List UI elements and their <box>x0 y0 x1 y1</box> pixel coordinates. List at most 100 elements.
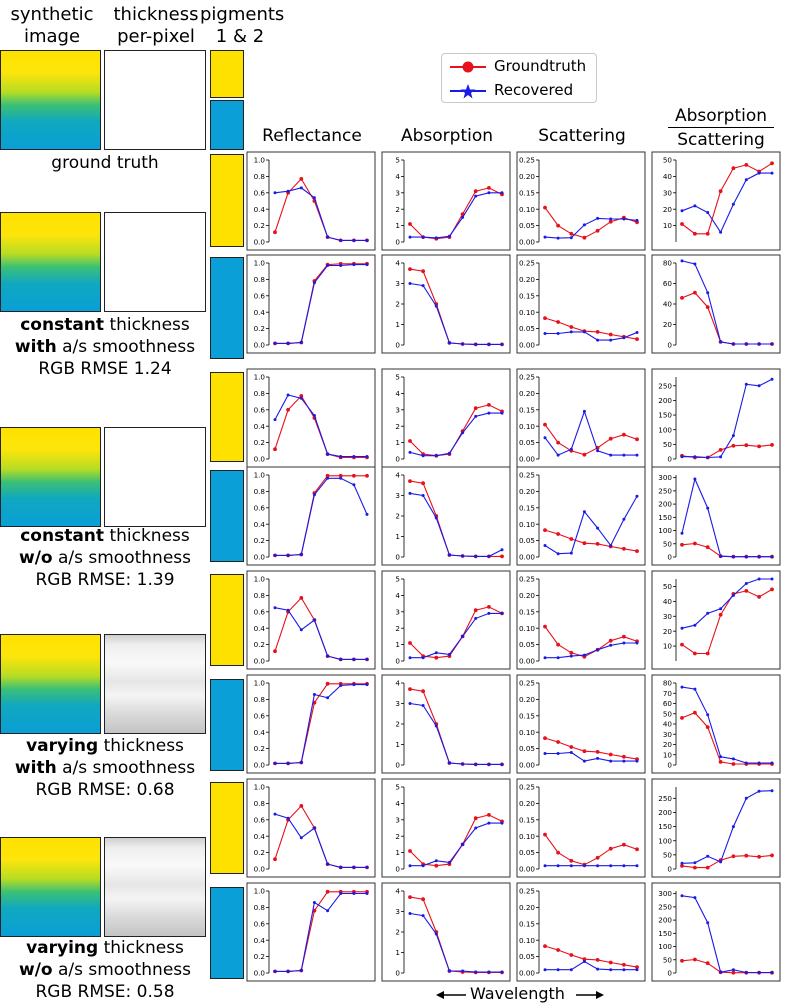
recovered-point <box>408 912 412 915</box>
recovered-point <box>365 263 369 267</box>
caption-vary-with-rest2: a/s smoothness <box>56 758 196 778</box>
chart-y-tick-label: 0.8 <box>254 487 266 496</box>
chart-y-tick-label: 0.20 <box>519 389 535 398</box>
chart-y-tick-label: 0.6 <box>254 405 266 414</box>
chart-y-tick-label: 0.20 <box>519 172 535 181</box>
groundtruth-point <box>569 953 574 957</box>
recovered-line <box>545 331 638 341</box>
chart-y-tick-label: 0.05 <box>519 438 535 447</box>
recovered-point <box>299 553 303 556</box>
groundtruth-point <box>693 710 697 715</box>
recovered-point <box>596 449 600 453</box>
chart-y-tick-label: 1.0 <box>254 156 266 165</box>
groundtruth-point <box>299 596 304 600</box>
chart-y-tick-label: 0.15 <box>519 815 535 824</box>
groundtruth-point <box>680 716 684 720</box>
recovered-point <box>312 826 316 830</box>
recovered-point <box>609 864 613 868</box>
groundtruth-point <box>705 305 710 309</box>
synthetic-image-vary-with <box>0 634 101 734</box>
groundtruth-point <box>352 473 356 478</box>
chart-y-tick-label: 250 <box>658 902 672 911</box>
chart-panel-frame <box>651 466 781 566</box>
groundtruth-point <box>608 846 613 851</box>
groundtruth-line <box>681 162 773 235</box>
recovered-point <box>770 577 774 581</box>
recovered-point <box>719 455 723 459</box>
recovered-point <box>706 854 710 858</box>
chart-y-tick-label: 0.8 <box>254 903 266 912</box>
groundtruth-point <box>705 725 710 729</box>
chart-y-tick-label: 0.05 <box>519 221 535 230</box>
recovered-point <box>731 593 735 597</box>
recovered-point <box>744 796 748 800</box>
recovered-point <box>744 582 748 585</box>
groundtruth-point <box>500 554 504 559</box>
chart-y-tick-label: 30 <box>663 612 673 621</box>
recovered-point <box>339 657 343 661</box>
recovered-point <box>365 657 369 661</box>
groundtruth-point <box>408 222 412 226</box>
caption-vary-wo: varying thickness w/o a/s smoothness RGB… <box>0 937 210 1003</box>
recovered-point <box>582 864 586 868</box>
chart-y-tick-label: 1.0 <box>254 373 266 382</box>
recovered-point <box>757 342 761 346</box>
groundtruth-point <box>693 290 697 295</box>
recovered-point <box>680 685 684 689</box>
chart-y-tick-label: 100 <box>658 526 672 535</box>
groundtruth-point <box>595 330 600 334</box>
groundtruth-line <box>544 317 638 340</box>
recovered-point <box>609 759 613 763</box>
recovered-point <box>500 191 504 195</box>
chart-y-tick-label: 50 <box>663 440 673 449</box>
groundtruth-point <box>569 231 574 236</box>
recovered-point <box>731 968 735 972</box>
groundtruth-point <box>365 473 369 478</box>
recovered-point <box>447 652 451 656</box>
recovered-point <box>706 506 710 510</box>
chart-y-tick-label: 0.10 <box>519 205 535 214</box>
synthetic-image-const-with <box>0 212 101 312</box>
recovered-point <box>731 202 735 206</box>
thickness-map-vary-with <box>104 634 206 734</box>
caption-vary-wo-bold2: w/o <box>18 960 53 980</box>
chart-y-tick-label: 3 <box>395 815 400 824</box>
recovered-point <box>447 969 451 973</box>
chart-panel-frame <box>246 466 376 566</box>
recovered-point <box>326 654 330 658</box>
pigment2-swatch-row5 <box>210 679 244 771</box>
recovered-point <box>635 453 639 457</box>
groundtruth-point <box>680 296 684 300</box>
recovered-point <box>556 968 560 972</box>
chart-y-tick-label: 50 <box>663 539 673 548</box>
chart-y-tick-label: 0 <box>395 657 400 666</box>
chart-y-tick-label: 20 <box>663 320 673 329</box>
chart-y-tick-label: 0 <box>395 455 400 464</box>
chart-y-tick-label: 0.0 <box>254 238 266 247</box>
chart-y-tick-label: 0.8 <box>254 275 266 284</box>
recovered-point <box>352 865 356 869</box>
header-pigments: pigments 1 & 2 <box>200 4 284 48</box>
recovered-point <box>434 454 438 458</box>
recovered-point <box>434 932 438 936</box>
recovered-point <box>273 761 277 765</box>
caption-const-wo-bold2: w/o <box>18 548 53 568</box>
recovered-point <box>609 217 613 221</box>
chart-y-tick-label: 50 <box>663 582 673 591</box>
chart-panel-frame <box>516 570 646 670</box>
recovered-point <box>408 864 412 868</box>
recovered-line <box>545 642 637 659</box>
chart-y-tick-label: 0 <box>395 341 400 350</box>
recovered-line <box>681 477 772 558</box>
chart-y-tick-label: 0.0 <box>254 657 266 666</box>
pigment2-swatch-row3 <box>210 470 244 562</box>
recovered-point <box>365 683 369 687</box>
chart-y-tick-label: 0.25 <box>519 783 535 792</box>
chart-y-tick-label: 0.05 <box>519 640 535 649</box>
groundtruth-point <box>608 219 613 224</box>
groundtruth-point <box>622 754 626 759</box>
caption-vary-wo-rest2: a/s smoothness <box>52 960 191 980</box>
chart-y-tick-label: 0.6 <box>254 607 266 616</box>
recovered-point <box>474 414 478 418</box>
recovered-point <box>719 860 723 864</box>
